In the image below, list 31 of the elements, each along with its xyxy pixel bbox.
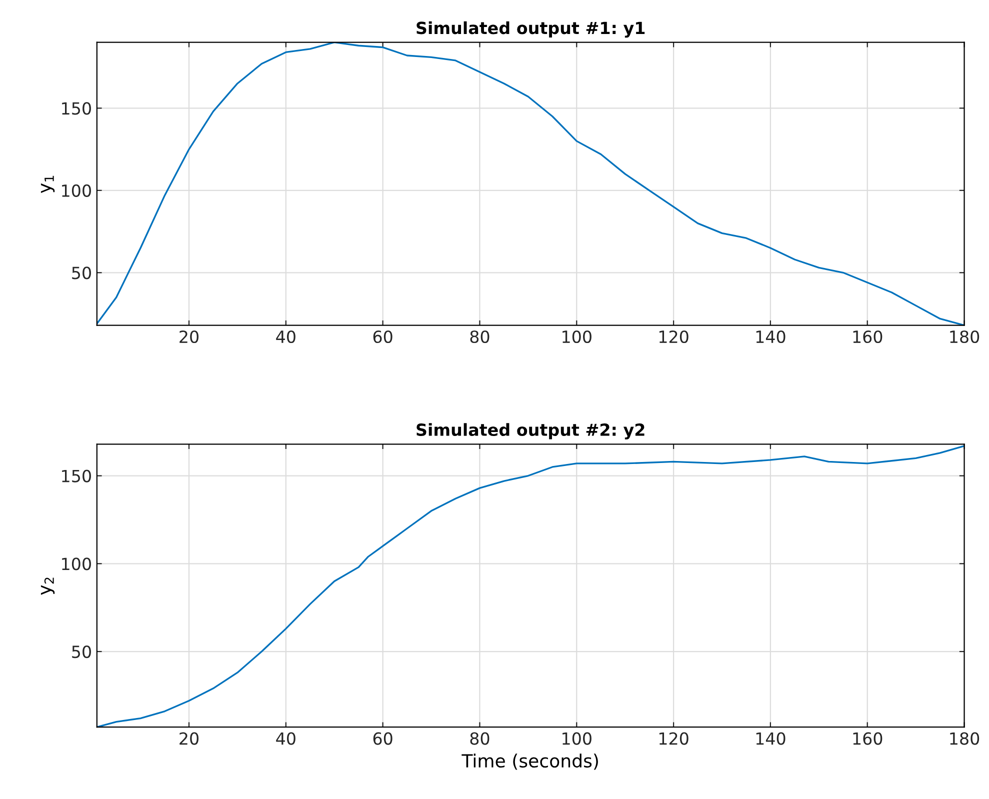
x-tick-label: 80 <box>470 732 490 745</box>
y-tick-label: 50 <box>72 266 91 280</box>
x-tick-label: 120 <box>659 732 688 745</box>
x-tick-label: 40 <box>276 732 296 745</box>
x-tick-label: 180 <box>950 330 980 344</box>
y-tick-label: 150 <box>62 102 91 115</box>
y-tick-label: 150 <box>62 470 91 482</box>
line-series <box>96 42 964 326</box>
x-tick-label: 100 <box>562 732 592 745</box>
x-tick-label: 20 <box>180 330 198 344</box>
x-tick-label: 20 <box>180 732 198 745</box>
x-axis-title: Time (seconds) <box>462 754 598 770</box>
x-tick-label: 80 <box>470 330 490 344</box>
line-series <box>96 445 964 728</box>
x-tick-label: 160 <box>853 732 882 745</box>
y-tick-label: 50 <box>72 645 91 658</box>
x-tick-label: 40 <box>276 330 296 344</box>
x-tick-label: 140 <box>756 732 786 745</box>
y-axis-title: y$_{1}$ <box>40 176 55 194</box>
y-axis-title: y$_{2}$ <box>40 578 55 595</box>
x-tick-label: 180 <box>950 732 980 745</box>
y-tick-label: 100 <box>62 184 91 197</box>
chart-title: Simulated output #2: y2 <box>416 423 644 440</box>
x-tick-label: 160 <box>853 330 882 344</box>
x-tick-label: 60 <box>373 732 392 745</box>
y-tick-label: 100 <box>62 558 91 570</box>
x-tick-label: 140 <box>756 330 786 344</box>
x-tick-label: 60 <box>373 330 392 344</box>
x-tick-label: 120 <box>659 330 688 344</box>
chart-title: Simulated output #1: y1 <box>416 21 645 38</box>
x-tick-label: 100 <box>562 330 592 344</box>
